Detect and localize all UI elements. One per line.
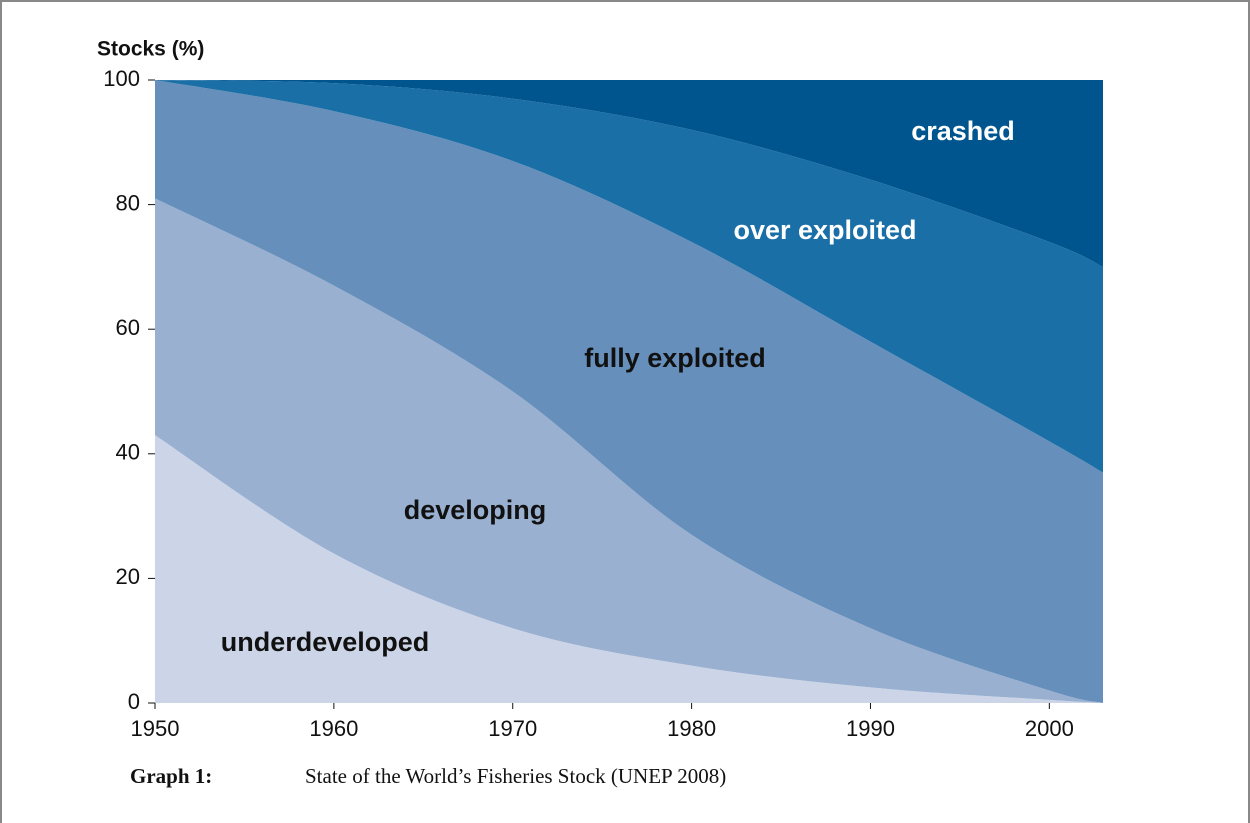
y-axis-title: Stocks (%)	[97, 38, 204, 61]
area	[155, 80, 1103, 473]
area-label: fully exploited	[584, 343, 766, 373]
y-tick-label: 60	[116, 315, 140, 340]
x-tick-label: 1980	[667, 716, 716, 741]
area-label: underdeveloped	[221, 627, 430, 657]
x-tick-label: 1970	[488, 716, 537, 741]
y-tick-label: 80	[116, 190, 140, 215]
x-tick-label: 1950	[131, 716, 180, 741]
y-tick-label: 40	[116, 440, 140, 465]
caption-label: Graph 1:	[130, 764, 212, 788]
x-tick-label: 1960	[309, 716, 358, 741]
area	[155, 198, 1103, 703]
x-tick-label: 2000	[1025, 716, 1074, 741]
area-label: over exploited	[733, 215, 916, 245]
area	[155, 80, 1103, 267]
area-label: developing	[404, 495, 547, 525]
y-tick-label: 20	[116, 564, 140, 589]
x-tick-label: 1990	[846, 716, 895, 741]
caption-text: State of the World’s Fisheries Stock (UN…	[305, 764, 726, 788]
area	[155, 435, 1103, 703]
y-tick-label: 0	[128, 689, 140, 714]
area-label: crashed	[911, 116, 1015, 146]
area	[155, 80, 1103, 703]
y-tick-label: 100	[103, 66, 140, 91]
